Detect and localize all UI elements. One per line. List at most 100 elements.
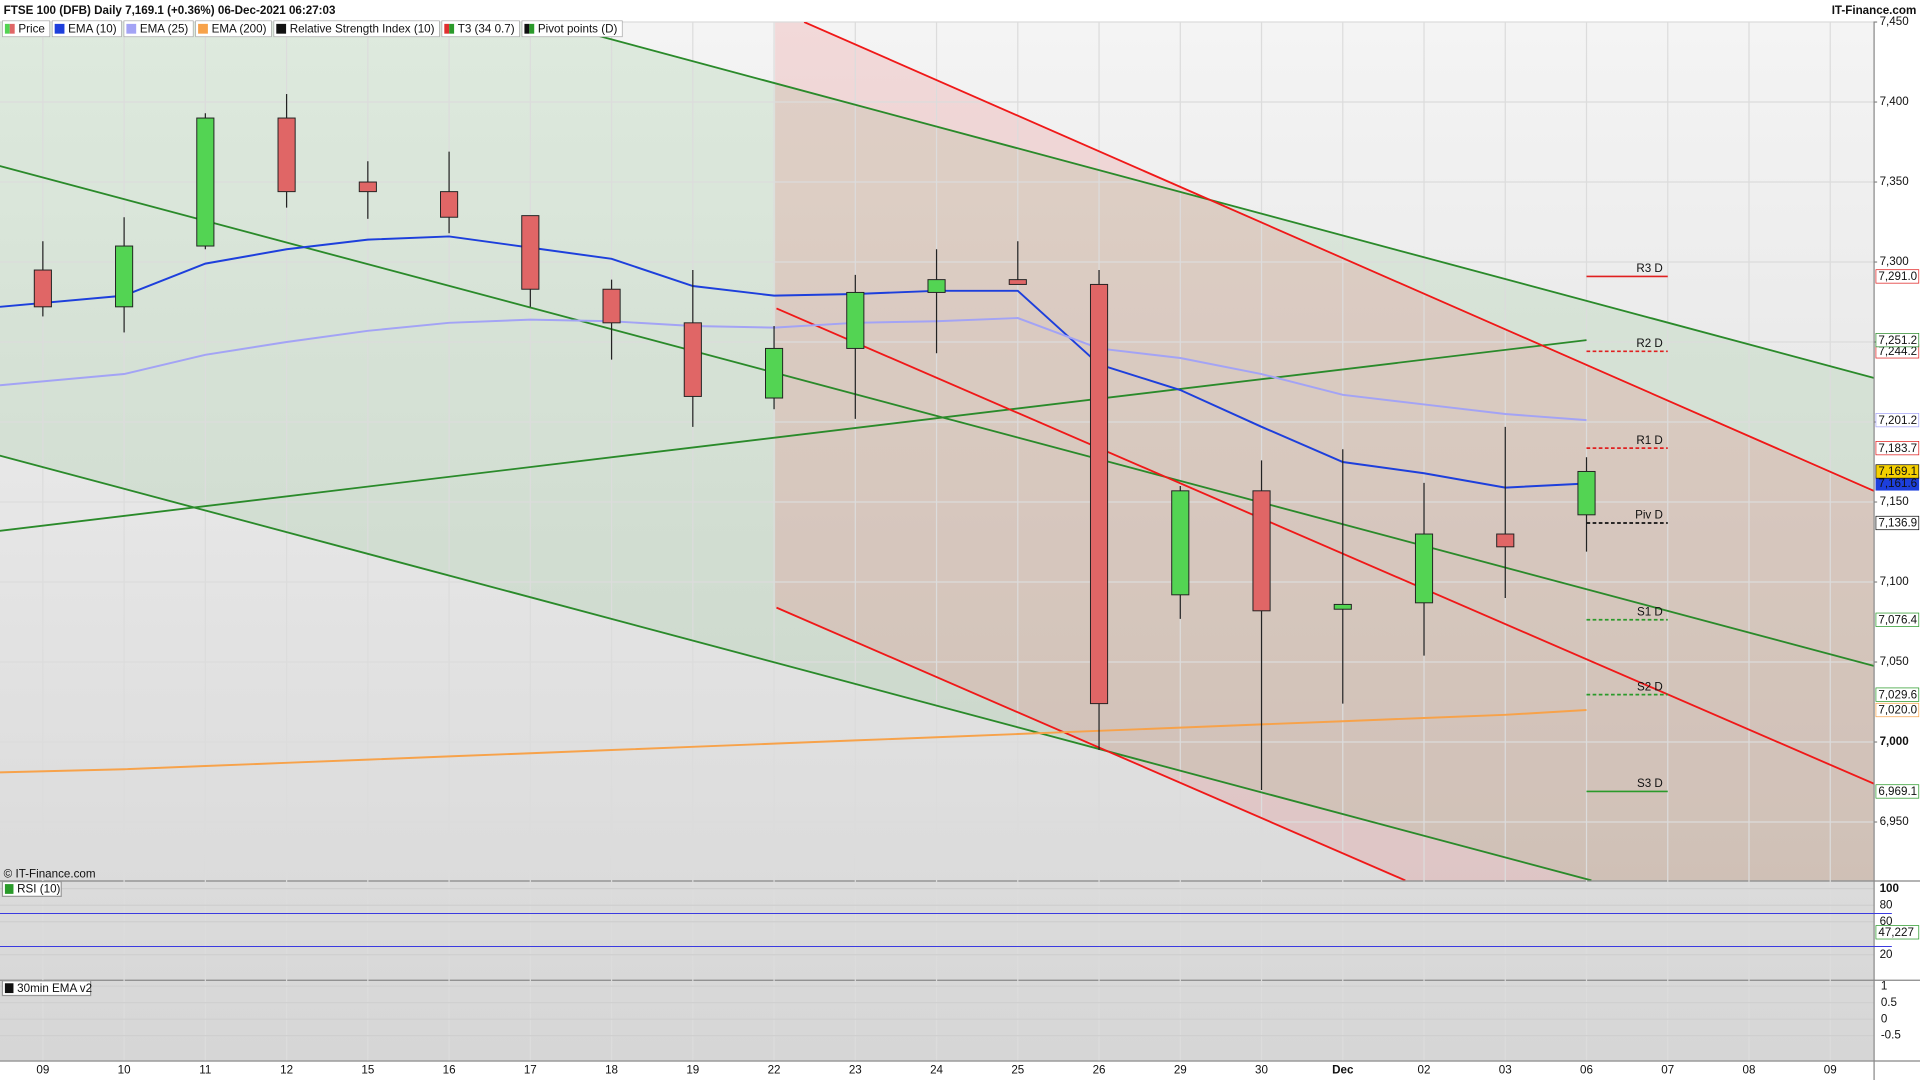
ema-pane-label: 30min EMA v2 bbox=[17, 982, 92, 995]
axis-badge bbox=[1875, 784, 1920, 799]
x-tick-label: 23 bbox=[849, 1063, 862, 1076]
legend-swatch bbox=[449, 23, 455, 34]
candle-body bbox=[1089, 283, 1109, 705]
legend-label: EMA (10) bbox=[68, 22, 117, 35]
pane-label-icon bbox=[4, 884, 14, 894]
y-tick-label: 7,150 bbox=[1880, 495, 1910, 508]
trendline bbox=[803, 22, 1874, 492]
lines bbox=[0, 22, 1874, 881]
candle-body bbox=[521, 215, 540, 290]
x-tick-label: 07 bbox=[1661, 1063, 1674, 1076]
legend-swatch bbox=[444, 23, 450, 34]
candle-body bbox=[1414, 533, 1434, 604]
rsi-tick-label: 20 bbox=[1880, 948, 1893, 961]
legend-swatch bbox=[126, 23, 137, 34]
candle-body bbox=[683, 322, 702, 397]
rsi-tick-label: 60 bbox=[1880, 915, 1893, 928]
legend-item bbox=[123, 20, 194, 38]
x-tick-label: 12 bbox=[280, 1063, 293, 1076]
x-tick-label: 06 bbox=[1580, 1063, 1593, 1076]
candle-body bbox=[1333, 603, 1352, 610]
ema-pane-tick-label: 0 bbox=[1881, 1012, 1888, 1025]
x-tick-label: Dec bbox=[1332, 1063, 1354, 1076]
ema-line bbox=[0, 235, 1587, 489]
trendline bbox=[0, 454, 1592, 881]
candle-body bbox=[196, 117, 215, 247]
axis-badge-label: 7,169.1 bbox=[1878, 465, 1917, 478]
candle-body bbox=[1496, 533, 1515, 548]
axis-badge bbox=[1875, 925, 1920, 940]
copyright: © IT-Finance.com bbox=[4, 867, 96, 880]
axis-badge-label: 47,227 bbox=[1878, 926, 1914, 939]
trendline bbox=[576, 29, 1874, 379]
axis-badge-label: 7,183.7 bbox=[1878, 442, 1917, 455]
candle-body bbox=[115, 245, 134, 308]
axis-badge-label: 7,029.6 bbox=[1878, 688, 1917, 701]
x-tick-label: 24 bbox=[930, 1063, 943, 1076]
legend-item bbox=[521, 20, 623, 38]
pivot-name: S3 D bbox=[1637, 777, 1663, 790]
axis-badge bbox=[1875, 515, 1920, 531]
right-axis-background bbox=[1873, 22, 1920, 1080]
legend-label: Price bbox=[18, 22, 45, 35]
x-tick-label: 29 bbox=[1174, 1063, 1187, 1076]
candle-body bbox=[765, 347, 784, 399]
candle-body bbox=[602, 288, 621, 324]
x-tick-label: 09 bbox=[1824, 1063, 1837, 1076]
legend-item bbox=[51, 20, 122, 38]
candle-body bbox=[927, 279, 946, 293]
legend-item bbox=[441, 20, 520, 38]
axis-badge bbox=[1875, 333, 1920, 348]
y-tick-label: 7,000 bbox=[1880, 735, 1909, 748]
x-tick-label: 11 bbox=[199, 1063, 211, 1076]
x-tick-label: 03 bbox=[1499, 1063, 1512, 1076]
legend-label: EMA (25) bbox=[140, 22, 189, 35]
legend-swatch bbox=[529, 23, 535, 34]
axis-badge bbox=[1875, 612, 1920, 627]
candle-body bbox=[358, 181, 377, 193]
chart-title: FTSE 100 (DFB) Daily 7,169.1 (+0.36%) 06… bbox=[4, 4, 336, 17]
legend-label: Pivot points (D) bbox=[538, 22, 618, 35]
rsi-tick-label: 100 bbox=[1880, 882, 1899, 895]
trendline bbox=[0, 339, 1587, 532]
y-tick-label: 6,950 bbox=[1880, 815, 1910, 828]
pivot-name: Piv D bbox=[1635, 509, 1663, 522]
axis-badge bbox=[1875, 687, 1920, 702]
axis-badge-label: 7,244.2 bbox=[1878, 345, 1917, 358]
axis-badge-label: 7,136.9 bbox=[1878, 517, 1917, 530]
ema-pane-tick-label: -0.5 bbox=[1881, 1029, 1901, 1042]
axis-badge-label: 7,020.0 bbox=[1878, 704, 1917, 717]
trendline bbox=[0, 165, 1874, 667]
legend-swatch bbox=[4, 23, 10, 34]
trendline bbox=[776, 606, 1406, 881]
axis-badge-label: 6,969.1 bbox=[1878, 785, 1917, 798]
axis-badge bbox=[1875, 441, 1920, 456]
legend-swatch bbox=[9, 23, 15, 34]
legend-swatch bbox=[198, 23, 208, 34]
x-axis-background bbox=[0, 1060, 1874, 1080]
legend-label: Relative Strength Index (10) bbox=[290, 22, 435, 35]
legend-swatch bbox=[524, 23, 530, 34]
candle-body bbox=[1252, 490, 1271, 612]
x-tick-label: 15 bbox=[361, 1063, 374, 1076]
source: IT-Finance.com bbox=[1832, 4, 1917, 17]
ema-line bbox=[0, 709, 1587, 774]
legend: Price EMA (10) EMA (25) EMA (200) Relative S… bbox=[2, 20, 623, 38]
pane-label-icon bbox=[4, 983, 14, 994]
x-tick-label: 02 bbox=[1418, 1063, 1431, 1076]
y-tick-label: 7,300 bbox=[1880, 255, 1910, 268]
axis-badge bbox=[1875, 413, 1920, 428]
candle-body bbox=[1171, 490, 1190, 596]
legend-item bbox=[195, 20, 272, 38]
pane-label-box bbox=[1, 881, 62, 897]
ema-pane-tick-label: 0.5 bbox=[1881, 996, 1897, 1009]
rsi-tick-label: 80 bbox=[1880, 898, 1893, 911]
candle-body bbox=[440, 191, 459, 218]
x-tick-label: 16 bbox=[443, 1063, 456, 1076]
x-tick-label: 30 bbox=[1255, 1063, 1268, 1076]
legend-swatch bbox=[54, 23, 65, 34]
candle-body bbox=[33, 269, 52, 308]
ema-line bbox=[0, 317, 1587, 422]
